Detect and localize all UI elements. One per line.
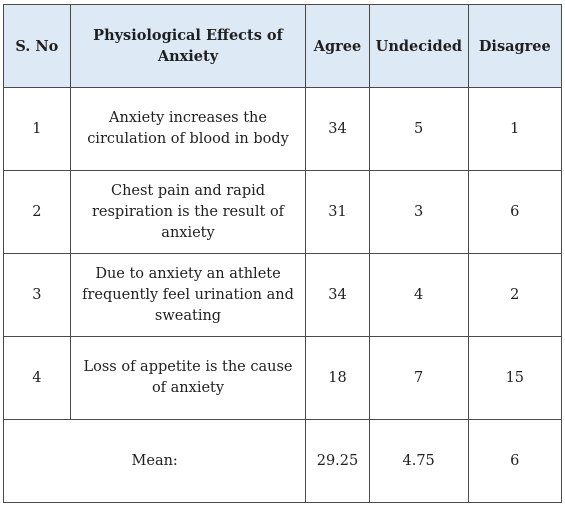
cell-disagree: 1 — [467, 87, 563, 171]
cell-effect: Loss of appetite is the cause of anxiety — [69, 336, 307, 420]
cell-effect: Chest pain and rapid respiration is the … — [69, 170, 307, 254]
cell-sno: 2 — [3, 170, 71, 254]
cell-disagree: 6 — [467, 170, 563, 254]
header-undecided: Undecided — [368, 4, 469, 88]
cell-sno: 3 — [3, 253, 71, 337]
cell-undecided: 4 — [368, 253, 469, 337]
mean-agree: 29.25 — [305, 419, 370, 503]
table-row: 4 Loss of appetite is the cause of anxie… — [3, 336, 563, 420]
mean-disagree: 6 — [467, 419, 563, 503]
header-row: S. No Physiological Effects of Anxiety A… — [3, 4, 563, 88]
anxiety-effects-table: S. No Physiological Effects of Anxiety A… — [2, 4, 563, 503]
mean-undecided: 4.75 — [368, 419, 469, 503]
cell-effect: Due to anxiety an athlete frequently fee… — [69, 253, 307, 337]
cell-sno: 4 — [3, 336, 71, 420]
table-body: 1 Anxiety increases the circulation of b… — [2, 87, 563, 503]
cell-disagree: 2 — [467, 253, 563, 337]
cell-agree: 34 — [305, 253, 370, 337]
header-sno: S. No — [3, 4, 71, 88]
cell-undecided: 7 — [368, 336, 469, 420]
table-header: S. No Physiological Effects of Anxiety A… — [3, 4, 563, 88]
table-row: 2 Chest pain and rapid respiration is th… — [3, 170, 563, 254]
header-effect: Physiological Effects of Anxiety — [69, 4, 307, 88]
cell-agree: 18 — [305, 336, 370, 420]
table-row: 1 Anxiety increases the circulation of b… — [3, 87, 563, 171]
cell-sno: 1 — [3, 87, 71, 171]
header-disagree: Disagree — [467, 4, 563, 88]
cell-effect: Anxiety increases the circulation of blo… — [69, 87, 307, 171]
cell-disagree: 15 — [467, 336, 563, 420]
cell-agree: 31 — [305, 170, 370, 254]
cell-undecided: 3 — [368, 170, 469, 254]
cell-agree: 34 — [305, 87, 370, 171]
header-agree: Agree — [305, 4, 370, 88]
cell-undecided: 5 — [368, 87, 469, 171]
table-row: 3 Due to anxiety an athlete frequently f… — [3, 253, 563, 337]
mean-row: Mean: 29.25 4.75 6 — [2, 419, 563, 503]
mean-label: Mean: — [2, 419, 307, 503]
